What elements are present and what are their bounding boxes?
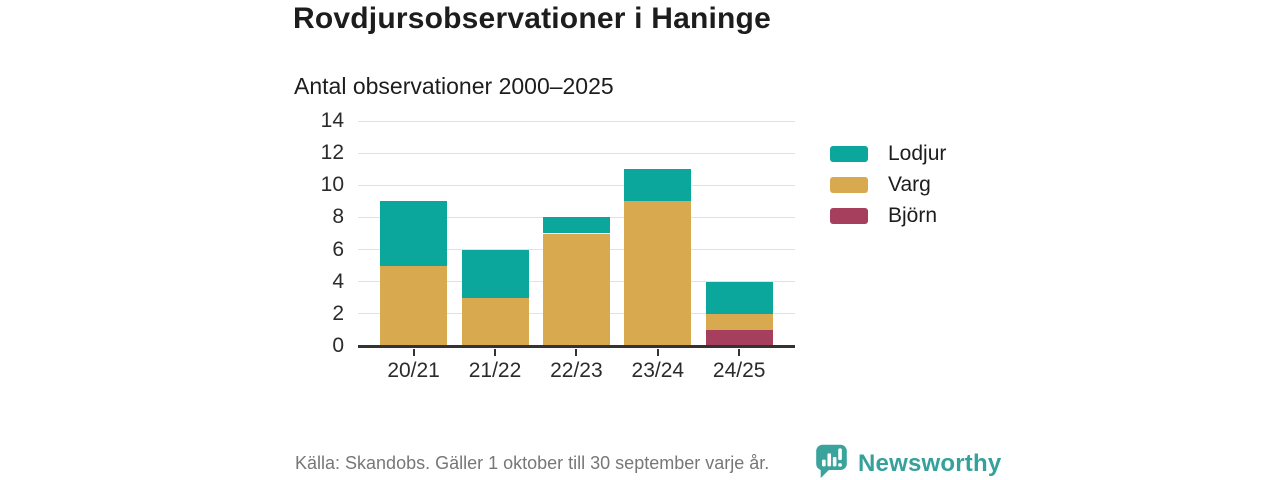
y-grid-line [358,120,795,122]
y-tick-label: 4 [332,269,344,293]
legend-row-björn: Björn [830,200,946,231]
bar-segment-lodjur-24/25 [705,281,773,314]
bar-segment-varg-23/24 [624,201,692,346]
bar-segment-varg-24/25 [705,313,773,330]
legend-label-varg: Varg [888,172,931,196]
chart-subtitle: Antal observationer 2000–2025 [294,73,614,99]
bar-segment-lodjur-22/23 [542,217,610,234]
x-tick-label: 21/22 [468,359,522,382]
x-axis-line [358,345,795,348]
bar-segment-varg-20/21 [380,265,448,346]
x-tick-label: 20/21 [387,359,440,382]
x-tick-mark [738,348,741,356]
y-tick-label: 12 [320,141,344,165]
y-tick-label: 6 [332,237,344,261]
x-tick-mark [412,348,415,356]
legend-label-lodjur: Lodjur [888,141,947,165]
y-grid-line [358,184,795,186]
legend-row-lodjur: Lodjur [830,138,946,169]
x-tick-mark [494,348,496,356]
x-tick-mark [575,348,578,356]
bar-segment-lodjur-21/22 [461,249,529,298]
bar-segment-lodjur-23/24 [624,169,692,202]
x-tick-label: 22/23 [550,359,603,382]
legend-label-björn: Björn [888,203,938,227]
brand-logo-lockup: Newsworthy [813,443,1001,480]
newsworthy-logo-icon [813,443,850,480]
x-tick-label: 24/25 [712,359,766,382]
chart-legend: Lodjur Varg Björn [830,138,946,231]
legend-row-varg: Varg [830,169,946,200]
brand-name: Newsworthy [858,449,1002,477]
x-tick-mark [656,348,659,356]
bar-segment-varg-21/22 [461,297,529,346]
x-tick-label: 23/24 [631,359,685,382]
legend-swatch-varg [830,176,868,193]
bar-segment-björn-24/25 [705,329,773,346]
legend-swatch-björn [830,207,868,224]
y-tick-label: 2 [332,301,344,325]
y-tick-label: 8 [332,205,344,229]
bar-segment-varg-22/23 [542,233,610,346]
source-note: Källa: Skandobs. Gäller 1 oktober till 3… [295,453,770,473]
y-tick-label: 0 [332,334,344,357]
chart-title: Rovdjursobservationer i Haninge [293,2,771,35]
bar-segment-lodjur-20/21 [380,201,448,266]
y-tick-label: 14 [320,109,344,132]
y-tick-label: 10 [320,173,344,197]
legend-swatch-lodjur [830,145,868,162]
y-grid-line [358,152,795,154]
